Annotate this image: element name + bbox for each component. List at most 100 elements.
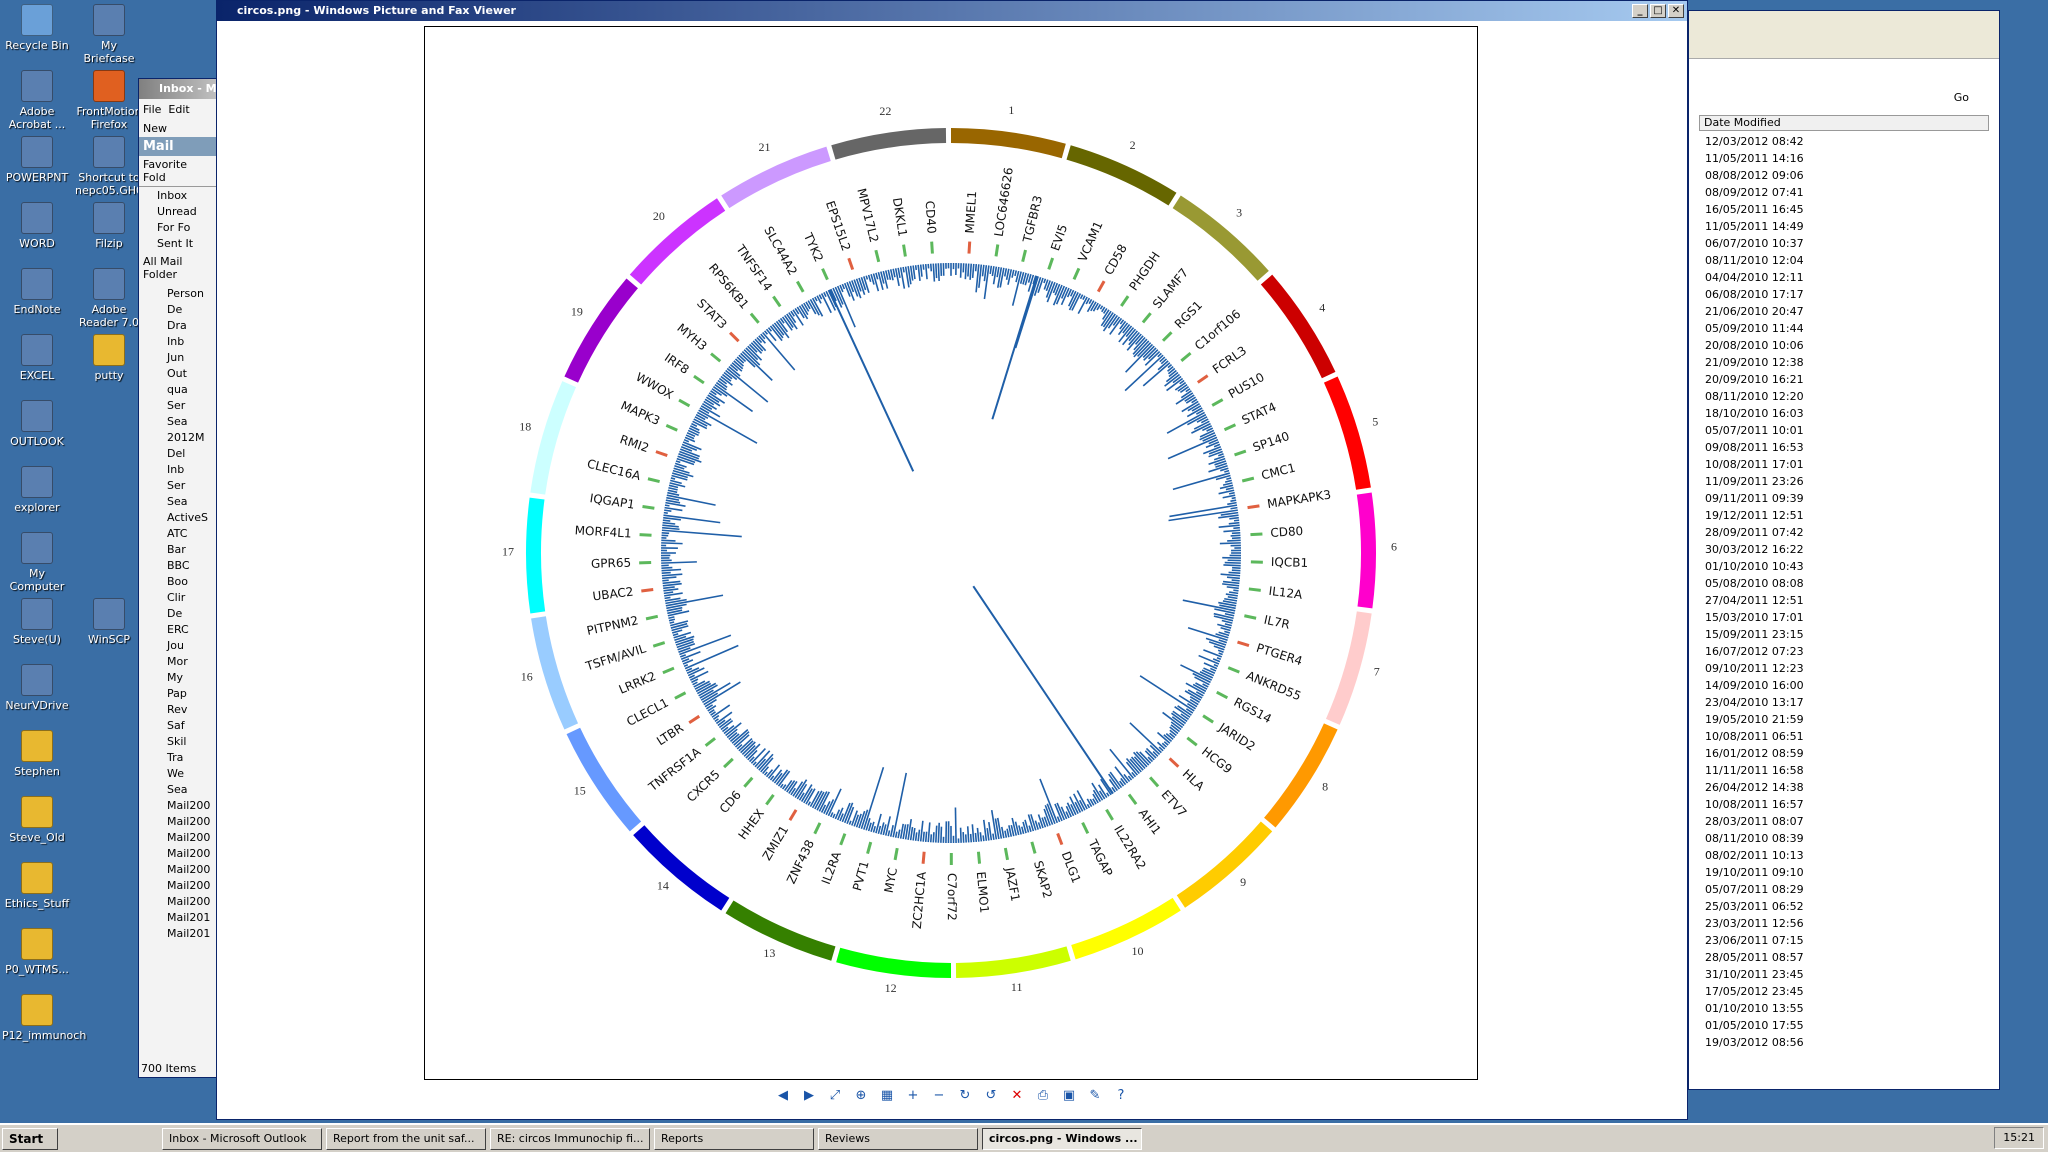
favorite-folder[interactable]: For Fo [157,221,191,234]
mail-folder-item[interactable]: Clir [167,591,186,604]
mail-folder-item[interactable]: Boo [167,575,189,588]
file-row-date[interactable]: 28/09/2011 07:42 [1705,526,1804,539]
desktop-icon[interactable]: P0_WTMS... [2,928,72,976]
file-row-date[interactable]: 08/02/2011 10:13 [1705,849,1804,862]
file-row-date[interactable]: 16/05/2011 16:45 [1705,203,1804,216]
file-row-date[interactable]: 05/09/2010 11:44 [1705,322,1804,335]
desktop-icon[interactable]: EXCEL [2,334,72,382]
file-row-date[interactable]: 20/09/2010 16:21 [1705,373,1804,386]
close-button[interactable]: ✕ [1668,4,1684,18]
file-row-date[interactable]: 19/05/2010 21:59 [1705,713,1804,726]
file-row-date[interactable]: 09/08/2011 16:53 [1705,441,1804,454]
mail-folder-item[interactable]: My [167,671,184,684]
delete-icon[interactable]: ✕ [1011,1088,1023,1103]
file-row-date[interactable]: 01/10/2010 13:55 [1705,1002,1804,1015]
taskbar-item[interactable]: Reviews [818,1127,978,1150]
desktop-icon[interactable]: NeurVDrive [2,664,72,712]
taskbar-item[interactable]: Reports [654,1127,814,1150]
desktop-icon[interactable]: FrontMotion Firefox [74,70,144,131]
mail-folder-item[interactable]: Person [167,287,204,300]
file-row-date[interactable]: 08/11/2010 12:04 [1705,254,1804,267]
desktop-icon[interactable]: My Briefcase [74,4,144,65]
slideshow-icon[interactable]: ▦ [880,1088,894,1103]
file-row-date[interactable]: 11/11/2011 16:58 [1705,764,1804,777]
file-row-date[interactable]: 09/10/2011 12:23 [1705,662,1804,675]
desktop-icon[interactable]: explorer [2,466,72,514]
mail-folder-item[interactable]: Jou [167,639,184,652]
taskbar-item[interactable]: Report from the unit saf... [326,1127,486,1150]
column-header-date-modified[interactable]: Date Modified [1699,115,1989,131]
desktop-icon[interactable]: My Computer [2,532,72,593]
mail-folder-item[interactable]: Mail200 [167,879,211,892]
minimize-button[interactable]: _ [1632,4,1648,18]
edit-icon[interactable]: ✎ [1089,1088,1101,1103]
mail-folder-item[interactable]: Mail200 [167,847,211,860]
desktop-icon[interactable]: Steve_Old [2,796,72,844]
file-row-date[interactable]: 01/05/2010 17:55 [1705,1019,1804,1032]
file-row-date[interactable]: 23/03/2011 12:56 [1705,917,1804,930]
file-row-date[interactable]: 11/05/2011 14:49 [1705,220,1804,233]
desktop-icon[interactable]: Adobe Acrobat ... [2,70,72,131]
mail-folder-item[interactable]: Tra [167,751,184,764]
desktop-icon[interactable]: Adobe Reader 7.0 [74,268,144,329]
file-row-date[interactable]: 12/03/2012 08:42 [1705,135,1804,148]
new-button[interactable]: New [143,122,167,135]
mail-folder-item[interactable]: qua [167,383,188,396]
file-row-date[interactable]: 11/09/2011 23:26 [1705,475,1804,488]
outlook-title-bar[interactable]: Inbox - M [139,79,217,99]
file-row-date[interactable]: 18/10/2010 16:03 [1705,407,1804,420]
mail-folder-item[interactable]: BBC [167,559,190,572]
rotate-cw-icon[interactable]: ↻ [959,1088,971,1103]
file-row-date[interactable]: 16/07/2012 07:23 [1705,645,1804,658]
print-icon[interactable]: ⎙ [1037,1088,1049,1103]
desktop-icon[interactable]: Stephen [2,730,72,778]
zoom-out-icon[interactable]: − [933,1088,945,1103]
desktop-icon[interactable]: P12_immunoch [2,994,86,1042]
mail-folder-item[interactable]: Ser [167,399,186,412]
mail-folder-item[interactable]: De [167,303,183,316]
file-row-date[interactable]: 06/07/2010 10:37 [1705,237,1804,250]
mail-folder-item[interactable]: Mail200 [167,863,211,876]
mail-folder-item[interactable]: Sea [167,495,188,508]
desktop-icon[interactable]: POWERPNT [2,136,72,184]
file-row-date[interactable]: 21/06/2010 20:47 [1705,305,1804,318]
file-row-date[interactable]: 20/08/2010 10:06 [1705,339,1804,352]
mail-folder-item[interactable]: Skil [167,735,187,748]
mail-folder-item[interactable]: We [167,767,184,780]
desktop-icon[interactable]: Filzip [74,202,144,250]
desktop-icon[interactable]: EndNote [2,268,72,316]
file-row-date[interactable]: 05/08/2010 08:08 [1705,577,1804,590]
save-icon[interactable]: ▣ [1062,1088,1076,1103]
favorite-folder[interactable]: Sent It [157,237,194,250]
prev-icon[interactable]: ◀ [778,1088,788,1103]
go-button[interactable]: Go [1953,91,1969,104]
best-fit-icon[interactable]: ⤢ [829,1088,841,1103]
file-row-date[interactable]: 15/09/2011 23:15 [1705,628,1804,641]
mail-folder-item[interactable]: Sea [167,415,188,428]
help-icon[interactable]: ? [1117,1088,1125,1103]
desktop-icon[interactable]: Shortcut to nepc05.GH0 [74,136,144,197]
explorer-window[interactable]: Date Modified Go 12/03/2012 08:42 11/05/2… [1688,10,2000,1090]
file-row-date[interactable]: 19/03/2012 08:56 [1705,1036,1804,1049]
file-row-date[interactable]: 10/08/2011 06:51 [1705,730,1804,743]
mail-folder-item[interactable]: Ser [167,479,186,492]
mail-folder-item[interactable]: Mail200 [167,831,211,844]
mail-folder-item[interactable]: ActiveS [167,511,209,524]
file-row-date[interactable]: 11/05/2011 14:16 [1705,152,1804,165]
taskbar-item[interactable]: RE: circos Immunochip fi... [490,1127,650,1150]
mail-folder-item[interactable]: Saf [167,719,185,732]
mail-folder-item[interactable]: ERC [167,623,189,636]
file-row-date[interactable]: 27/04/2011 12:51 [1705,594,1804,607]
file-row-date[interactable]: 21/09/2010 12:38 [1705,356,1804,369]
file-row-date[interactable]: 15/03/2010 17:01 [1705,611,1804,624]
file-row-date[interactable]: 16/01/2012 08:59 [1705,747,1804,760]
mail-folder-item[interactable]: Bar [167,543,186,556]
mail-folder-item[interactable]: Dra [167,319,187,332]
mail-folder-item[interactable]: Mor [167,655,188,668]
mail-folder-item[interactable]: Pap [167,687,187,700]
mail-folder-item[interactable]: Inb [167,463,185,476]
outlook-window[interactable]: Inbox - M File Edit New Mail Favorite Fo… [138,78,218,1078]
mail-folder-item[interactable]: Mail200 [167,799,211,812]
taskbar-item[interactable]: circos.png - Windows ... [982,1127,1142,1150]
file-row-date[interactable]: 23/06/2011 07:15 [1705,934,1804,947]
